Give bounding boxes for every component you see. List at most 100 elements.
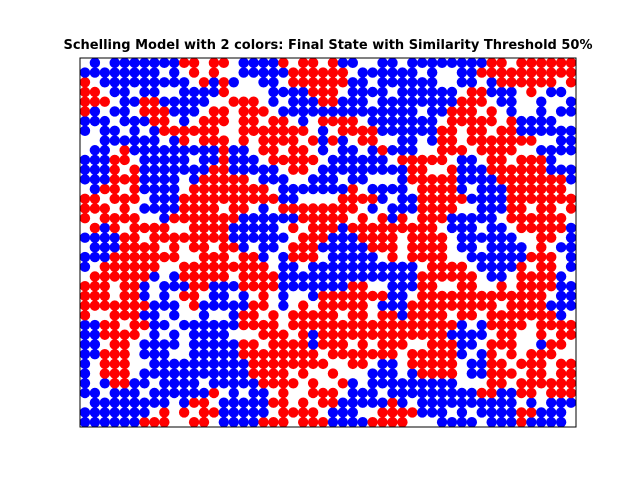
agent-blue (397, 281, 408, 292)
agent-red (526, 281, 537, 292)
agent-blue (555, 281, 567, 292)
agent-red (188, 300, 200, 311)
agent-blue (109, 232, 120, 243)
agent-blue (159, 358, 170, 370)
agent-blue (178, 397, 190, 408)
agent-red (417, 183, 428, 195)
agent-blue (555, 164, 567, 175)
agent-red (109, 174, 120, 185)
agent-blue (228, 368, 239, 379)
agent-blue (327, 242, 339, 253)
agent-red (496, 154, 507, 166)
agent-red (397, 213, 408, 224)
agent-blue (139, 378, 150, 389)
agent-blue (337, 271, 349, 282)
agent-blue (169, 193, 180, 204)
agent-red (377, 232, 388, 243)
agent-red (109, 368, 120, 379)
agent-blue (129, 67, 140, 78)
agent-blue (407, 271, 418, 282)
agent-blue (436, 407, 448, 418)
agent-red (238, 310, 249, 321)
agent-red (417, 368, 428, 379)
agent-blue (238, 145, 249, 156)
agent-blue (278, 300, 289, 311)
agent-red (516, 300, 527, 311)
agent-red (208, 261, 220, 272)
agent-red (218, 271, 230, 282)
agent-blue (337, 281, 349, 292)
agent-red (258, 145, 269, 156)
agent-red (80, 300, 91, 311)
agent-red (407, 407, 418, 418)
agent-red (268, 358, 279, 370)
agent-blue (456, 67, 468, 78)
agent-red (99, 300, 111, 311)
agent-blue (198, 329, 210, 340)
agent-red (536, 368, 547, 379)
agent-red (188, 416, 200, 427)
agent-blue (109, 86, 120, 98)
agent-red (238, 125, 249, 137)
agent-blue (278, 183, 289, 195)
agent-blue (149, 387, 160, 399)
agent-red (377, 407, 388, 418)
agent-red (426, 281, 438, 292)
agent-blue (327, 106, 339, 117)
agent-blue (426, 58, 438, 69)
agent-red (397, 416, 408, 427)
agent-blue (238, 416, 249, 427)
agent-red (357, 281, 368, 292)
agent-red (188, 232, 200, 243)
agent-blue (486, 86, 497, 98)
agent-red (278, 115, 289, 127)
agent-blue (238, 300, 249, 311)
agent-blue (417, 378, 428, 389)
agent-blue (178, 281, 190, 292)
agent-red (89, 281, 101, 292)
agent-blue (99, 164, 111, 175)
agent-red (258, 183, 269, 195)
agent-red (228, 174, 239, 185)
agent-red (377, 416, 388, 427)
agent-blue (377, 378, 388, 389)
agent-blue (159, 348, 170, 360)
agent-blue (198, 145, 210, 156)
agent-red (555, 183, 567, 195)
agent-blue (476, 232, 487, 243)
agent-red (99, 213, 111, 224)
agent-red (347, 125, 358, 137)
agent-red (516, 183, 527, 195)
agent-blue (516, 125, 527, 137)
agent-blue (565, 232, 576, 243)
agent-blue (476, 213, 487, 224)
agent-red (278, 368, 289, 379)
agent-blue (228, 339, 239, 350)
agent-red (188, 58, 200, 69)
agent-red (446, 106, 458, 117)
agent-blue (89, 115, 101, 127)
agent-red (268, 416, 279, 427)
agent-red (298, 416, 309, 427)
agent-blue (565, 125, 576, 137)
agent-blue (99, 416, 110, 427)
agent-red (307, 348, 319, 360)
agent-red (387, 329, 398, 340)
agent-red (109, 183, 120, 195)
agent-blue (466, 193, 478, 204)
agent-red (327, 319, 339, 331)
agent-red (506, 203, 517, 214)
agent-blue (565, 174, 576, 185)
agent-blue (476, 358, 487, 370)
agent-red (288, 251, 299, 263)
agent-red (248, 96, 259, 107)
agent-red (526, 222, 537, 234)
agent-red (89, 193, 101, 204)
agent-red (436, 145, 448, 156)
agent-red (298, 339, 309, 350)
agent-blue (456, 329, 468, 340)
agent-red (426, 319, 438, 331)
agent-red (178, 193, 190, 204)
agent-blue (99, 251, 111, 263)
agent-red (476, 300, 487, 311)
